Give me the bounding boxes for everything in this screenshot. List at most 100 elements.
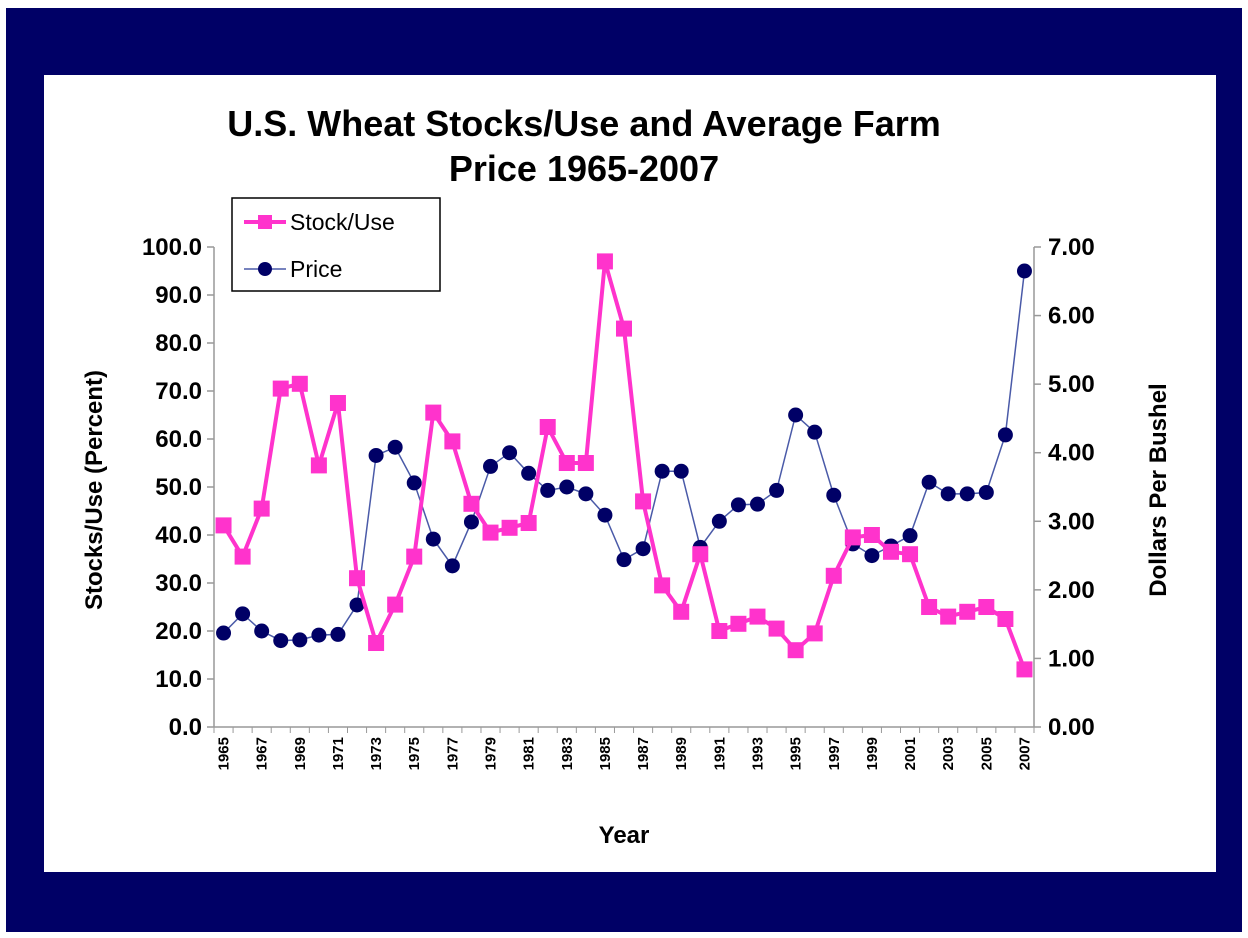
price-point bbox=[349, 597, 365, 613]
stock-use-point bbox=[940, 608, 957, 625]
price-point bbox=[292, 632, 308, 648]
stock-use-point bbox=[234, 548, 251, 565]
legend-stock-use-marker bbox=[258, 215, 272, 229]
stock-use-point bbox=[711, 623, 728, 639]
stock-use-point bbox=[863, 527, 880, 543]
price-point bbox=[635, 541, 651, 557]
stock-use-point bbox=[577, 455, 594, 471]
stock-use-point bbox=[329, 395, 346, 411]
price-point bbox=[559, 479, 575, 495]
stock-use-point bbox=[902, 546, 919, 563]
price-point bbox=[673, 463, 689, 479]
y-tick-label-left: 60.0 bbox=[155, 426, 202, 453]
price-point bbox=[311, 627, 327, 643]
y-tick-label-right: 4.00 bbox=[1048, 440, 1095, 467]
price-point bbox=[578, 486, 594, 502]
y-tick-label-left: 0.0 bbox=[169, 714, 202, 741]
y-tick-label-left: 70.0 bbox=[155, 378, 202, 405]
x-tick-label: 1967 bbox=[254, 737, 271, 770]
price-point bbox=[921, 474, 937, 490]
x-tick-label: 1999 bbox=[864, 737, 881, 770]
chart-title-line-1: U.S. Wheat Stocks/Use and Average Farm bbox=[227, 103, 941, 144]
y-tick-label-right: 5.00 bbox=[1048, 371, 1095, 398]
stock-use-point bbox=[959, 603, 976, 620]
stock-use-point bbox=[482, 524, 499, 541]
stock-use-point bbox=[844, 529, 861, 546]
y-tick-label-left: 50.0 bbox=[155, 474, 202, 501]
x-tick-label: 1993 bbox=[749, 737, 766, 770]
price-point bbox=[521, 465, 537, 481]
price-point bbox=[826, 487, 842, 503]
y-tick-label-left: 10.0 bbox=[155, 666, 202, 693]
stock-use-point bbox=[253, 500, 270, 517]
x-tick-label: 2001 bbox=[902, 737, 919, 770]
price-point bbox=[978, 484, 994, 500]
stock-use-point bbox=[673, 603, 690, 620]
price-point bbox=[216, 625, 232, 641]
price-point bbox=[387, 439, 403, 455]
stock-use-point bbox=[310, 457, 327, 474]
price-point bbox=[425, 531, 441, 547]
x-tick-label: 1971 bbox=[330, 737, 347, 770]
x-tick-label: 1981 bbox=[521, 737, 538, 770]
x-tick-label: 1979 bbox=[483, 737, 500, 770]
price-point bbox=[483, 458, 499, 474]
stock-use-point bbox=[654, 577, 671, 594]
series-layer bbox=[215, 253, 1033, 678]
stock-use-point bbox=[616, 320, 632, 337]
y-tick-label-left: 80.0 bbox=[155, 330, 202, 357]
stock-use-point bbox=[387, 596, 404, 613]
y-tick-label-left: 90.0 bbox=[155, 282, 202, 309]
price-point bbox=[254, 623, 270, 639]
price-point bbox=[597, 507, 613, 523]
stock-use-point bbox=[444, 433, 461, 450]
y-axis-title-left: Stocks/Use (Percent) bbox=[81, 370, 108, 610]
price-point bbox=[864, 548, 880, 564]
price-point bbox=[540, 482, 556, 498]
price-point bbox=[940, 486, 956, 502]
price-point bbox=[749, 496, 765, 512]
chart-panel: U.S. Wheat Stocks/Use and Average Farm P… bbox=[44, 75, 1216, 872]
stock-use-point bbox=[520, 515, 537, 531]
price-point bbox=[235, 606, 251, 622]
stock-use-point bbox=[825, 567, 842, 584]
price-point bbox=[997, 427, 1013, 443]
legend-price-marker bbox=[258, 262, 272, 276]
x-tick-label: 2005 bbox=[978, 737, 995, 770]
stock-use-point bbox=[558, 455, 575, 471]
stock-use-point bbox=[730, 615, 747, 632]
chart-title-line-2: Price 1965-2007 bbox=[449, 148, 719, 189]
stock-use-point bbox=[539, 419, 556, 435]
stock-use-point bbox=[692, 546, 709, 563]
stock-use-point bbox=[882, 543, 899, 560]
stock-use-point bbox=[406, 548, 423, 565]
price-point bbox=[502, 445, 518, 461]
y-tick-label-right: 6.00 bbox=[1048, 303, 1095, 330]
y-tick-label-left: 100.0 bbox=[142, 234, 202, 261]
legend: Stock/Use Price bbox=[231, 197, 441, 292]
x-tick-label: 1991 bbox=[711, 737, 728, 770]
x-tick-label: 1965 bbox=[216, 737, 233, 770]
y-tick-label-right: 3.00 bbox=[1048, 508, 1095, 535]
x-tick-label: 1987 bbox=[635, 737, 652, 770]
price-point bbox=[711, 513, 727, 529]
y-tick-label-right: 0.00 bbox=[1048, 714, 1095, 741]
x-tick-label: 2003 bbox=[940, 737, 957, 770]
price-point bbox=[406, 475, 422, 491]
stock-use-point bbox=[978, 599, 995, 615]
stock-use-point bbox=[787, 642, 804, 659]
price-point bbox=[463, 514, 479, 530]
y-tick-label-right: 2.00 bbox=[1048, 577, 1095, 604]
y-tick-label-right: 7.00 bbox=[1048, 234, 1095, 261]
stock-use-point bbox=[596, 253, 613, 270]
stock-use-point bbox=[635, 493, 652, 510]
legend-stock-use-label: Stock/Use bbox=[290, 209, 395, 235]
stock-use-point bbox=[425, 404, 442, 421]
price-point bbox=[959, 486, 975, 502]
stock-use-point bbox=[272, 380, 289, 397]
x-tick-label: 1983 bbox=[559, 737, 576, 770]
stock-use-point bbox=[768, 620, 785, 637]
y-axis-title-right: Dollars Per Bushel bbox=[1145, 383, 1172, 596]
x-tick-label: 1969 bbox=[292, 737, 309, 770]
price-point bbox=[769, 482, 785, 498]
